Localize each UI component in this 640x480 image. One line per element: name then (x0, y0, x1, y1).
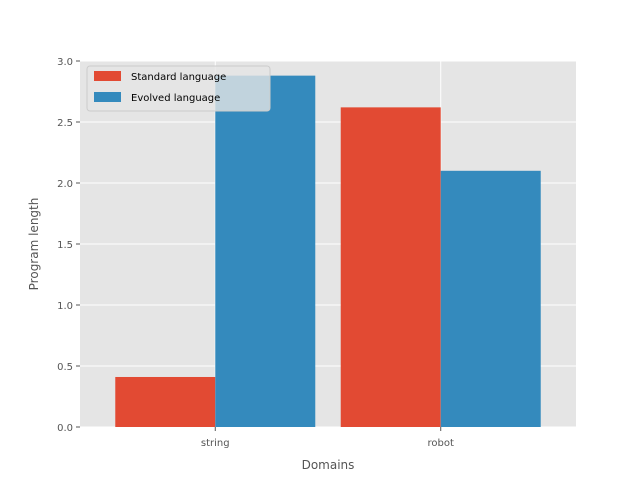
legend-box (86, 65, 271, 112)
x-axis-ticks: string robot (201, 427, 454, 449)
y-axis-ticks: 0.0 0.5 1.0 1.5 2.0 2.5 3.0 (57, 57, 80, 434)
bar-standard-language-string (115, 376, 216, 427)
bar-evolved-language-robot (440, 170, 541, 428)
y-tick-label: 3.0 (57, 57, 73, 68)
x-axis-title: Domains (302, 458, 355, 472)
y-tick-label: 2.0 (57, 179, 73, 190)
bars (115, 75, 541, 428)
x-tick-label: string (201, 438, 230, 449)
y-tick-label: 0.0 (57, 423, 73, 434)
bar-standard-language-robot (340, 107, 441, 428)
x-tick-label: robot (428, 438, 454, 449)
legend-label: Evolved language (131, 93, 220, 104)
legend-swatch (94, 71, 121, 81)
legend-swatch (94, 92, 121, 102)
y-axis-title: Program length (27, 198, 41, 291)
y-tick-label: 1.5 (57, 240, 73, 251)
legend-label: Standard language (131, 72, 226, 83)
y-tick-label: 0.5 (57, 362, 73, 373)
legend: Standard language Evolved language (86, 65, 271, 112)
y-tick-label: 2.5 (57, 118, 73, 129)
bar-evolved-language-string (215, 75, 316, 427)
y-tick-label: 1.0 (57, 301, 73, 312)
